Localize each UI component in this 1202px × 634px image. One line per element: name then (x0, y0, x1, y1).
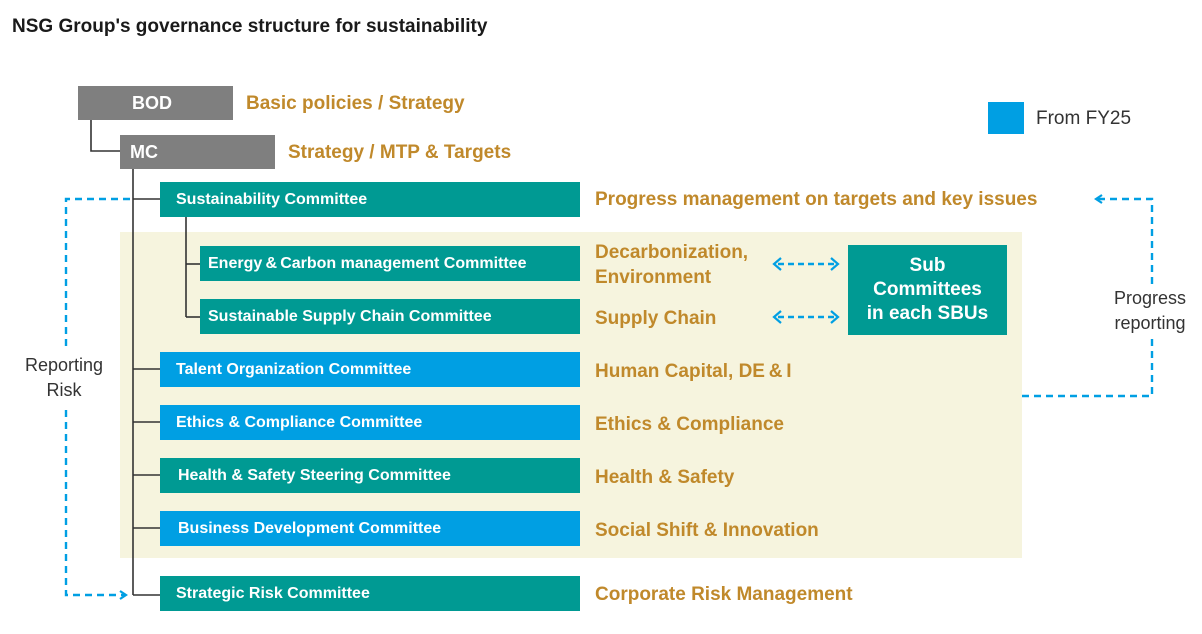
desc-sustainability: Progress management on targets and key i… (595, 189, 1038, 210)
committee-strategic-risk: Strategic Risk Committee (160, 576, 580, 611)
bod-box: BOD (78, 86, 233, 120)
desc-health-safety: Health & Safety (595, 467, 735, 488)
sub-committees-box: Sub Committees in each SBUs (848, 245, 1007, 335)
desc-supply-chain: Supply Chain (595, 308, 717, 329)
reporting-risk-arrow-bottom (64, 410, 128, 600)
committee-business-development: Business Development Committee (160, 511, 580, 546)
desc-talent: Human Capital, DE & I (595, 361, 792, 382)
page-title: NSG Group's governance structure for sus… (12, 16, 488, 37)
progress-reporting-label: Progress reporting (1113, 288, 1187, 333)
legend-label: From FY25 (1036, 108, 1132, 129)
committee-energy-carbon: Energy & Carbon management Committee (200, 246, 580, 281)
committee-supply-chain: Sustainable Supply Chain Committee (200, 299, 580, 334)
committee-sustainability: Sustainability Committee (160, 182, 580, 217)
desc-strategic-risk: Corporate Risk Management (595, 584, 853, 605)
desc-business-development: Social Shift & Innovation (595, 520, 819, 541)
committee-talent: Talent Organization Committee (160, 352, 580, 387)
desc-ethics: Ethics & Compliance (595, 414, 784, 435)
progress-reporting-arrow-bottom (1022, 336, 1154, 398)
desc-energy-carbon: Decarbonization, Environment (595, 242, 749, 288)
committee-health-safety: Health & Safety Steering Committee (160, 458, 580, 493)
legend-swatch (988, 102, 1024, 134)
reporting-risk-arrow-top (64, 197, 130, 346)
double-arrow-decarbonization (772, 257, 840, 271)
progress-reporting-arrow-top (1094, 194, 1154, 284)
mc-box: MC (120, 135, 275, 169)
double-arrow-supply-chain (772, 310, 840, 324)
bod-desc: Basic policies / Strategy (246, 93, 465, 114)
mc-desc: Strategy / MTP & Targets (288, 142, 512, 163)
committee-ethics: Ethics & Compliance Committee (160, 405, 580, 440)
reporting-risk-label: Reporting Risk (10, 353, 118, 403)
bod-mc-connector (90, 120, 120, 152)
